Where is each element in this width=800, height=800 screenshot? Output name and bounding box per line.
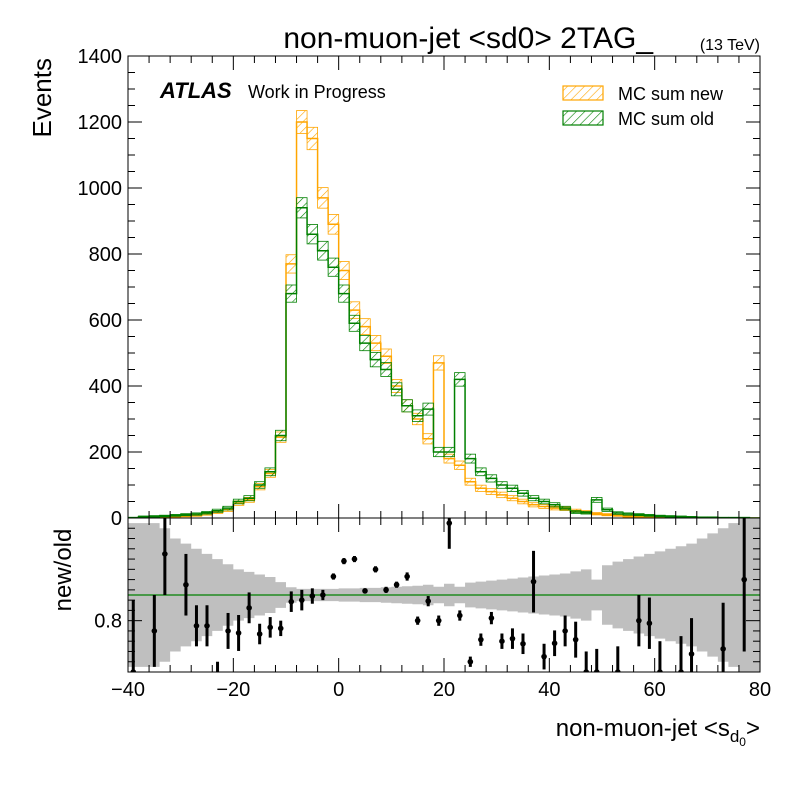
lower-y-axis-label: new/old	[50, 529, 77, 612]
x-tick-label-5: 60	[644, 679, 666, 701]
ratio-point-38	[551, 640, 558, 647]
legend: MC sum new MC sum old	[562, 84, 724, 129]
ratio-point-8	[235, 630, 242, 636]
ratio-point-43	[615, 669, 621, 672]
ratio-point-28	[446, 520, 453, 526]
ratio-point-36	[530, 578, 537, 585]
ratio-point-42	[593, 669, 600, 672]
ratio-point-18	[341, 558, 347, 564]
legend-swatch-old	[562, 110, 604, 126]
ratio-point-16	[320, 592, 326, 598]
ratio-point-23	[393, 581, 400, 588]
ratio-point-17	[330, 573, 337, 580]
ratio-point-24	[404, 573, 410, 580]
upper-y-tick-label-1: 200	[89, 442, 122, 464]
x-tick-label-4: 40	[538, 679, 560, 701]
ratio-point-35	[520, 640, 526, 647]
x-axis-label: non-muon-jet <sd0>	[556, 715, 760, 749]
x-tick-label-0: −40	[111, 679, 145, 701]
ratio-point-12	[277, 625, 284, 632]
chart-title: non-muon-jet <sd0> 2TAG_	[283, 22, 654, 55]
upper-y-tick-label-5: 1000	[78, 178, 123, 200]
legend-label-old: MC sum old	[618, 109, 714, 129]
ratio-point-48	[688, 651, 695, 657]
atlas-status-label: Work in Progress	[248, 82, 386, 102]
ratio-point-39	[562, 628, 568, 634]
lower-axes: −40 −20 0 20 40 60 80 0.8	[94, 518, 771, 701]
series-0-histogram-line	[128, 121, 760, 518]
ratio-point-9	[246, 605, 252, 611]
ratio-point-20	[362, 588, 368, 594]
ratio-point-26	[425, 598, 432, 604]
ratio-point-21	[372, 566, 379, 573]
ratio-point-45	[646, 620, 653, 627]
legend-label-new: MC sum new	[618, 84, 724, 104]
upper-y-tick-label-7: 1400	[78, 46, 123, 68]
ratio-point-4	[193, 623, 200, 629]
ratio-point-32	[488, 615, 495, 621]
x-tick-label-1: −20	[216, 679, 250, 701]
series-1-histogram-line	[128, 207, 760, 518]
upper-y-axis-label: Events	[27, 58, 57, 138]
ratio-point-33	[499, 638, 505, 644]
ratio-point-50	[741, 576, 747, 583]
x-tick-label-2: 0	[333, 679, 344, 701]
ratio-point-25	[414, 617, 421, 624]
ratio-point-34	[509, 635, 516, 642]
ratio-point-2	[162, 551, 168, 557]
ratio-point-44	[636, 617, 642, 624]
ratio-point-11	[267, 624, 274, 631]
lower-y-tick-label-0: 0.8	[94, 611, 122, 633]
ratio-point-29	[457, 612, 463, 619]
ratio-point-41	[583, 669, 589, 672]
upper-series-layer	[128, 110, 760, 518]
ratio-point-5	[204, 623, 210, 629]
ratio-point-14	[299, 597, 305, 603]
ratio-point-30	[467, 658, 474, 665]
upper-y-tick-label-6: 1200	[78, 112, 123, 134]
ratio-point-47	[678, 669, 684, 672]
x-tick-label-6: 80	[749, 679, 771, 701]
upper-y-tick-label-0: 0	[111, 508, 122, 530]
upper-y-tick-label-2: 400	[89, 376, 122, 398]
energy-label: (13 TeV)	[700, 37, 760, 54]
upper-y-axis: 0 200 400 600 800 1000 1200 1400	[78, 46, 761, 530]
ratio-point-46	[657, 669, 663, 672]
x-tick-label-3: 20	[433, 679, 455, 701]
legend-swatch-new	[562, 85, 604, 101]
ratio-point-37	[541, 653, 547, 660]
ratio-point-3	[183, 581, 189, 588]
ratio-point-15	[309, 593, 316, 599]
ratio-point-10	[256, 631, 263, 637]
ratio-point-49	[720, 646, 726, 652]
ratio-point-13	[288, 598, 295, 605]
atlas-brand-label: ATLAS	[159, 78, 232, 103]
ratio-point-1	[151, 628, 158, 634]
ratio-point-19	[351, 556, 358, 562]
ratio-point-27	[435, 617, 442, 624]
ratio-point-7	[225, 628, 231, 634]
ratio-point-0	[130, 669, 137, 672]
ratio-point-40	[572, 636, 579, 643]
ratio-point-31	[478, 636, 484, 643]
upper-y-tick-label-3: 600	[89, 310, 122, 332]
ratio-point-22	[383, 587, 389, 593]
ratio-content-layer	[128, 518, 760, 672]
upper-y-tick-label-4: 800	[89, 244, 122, 266]
